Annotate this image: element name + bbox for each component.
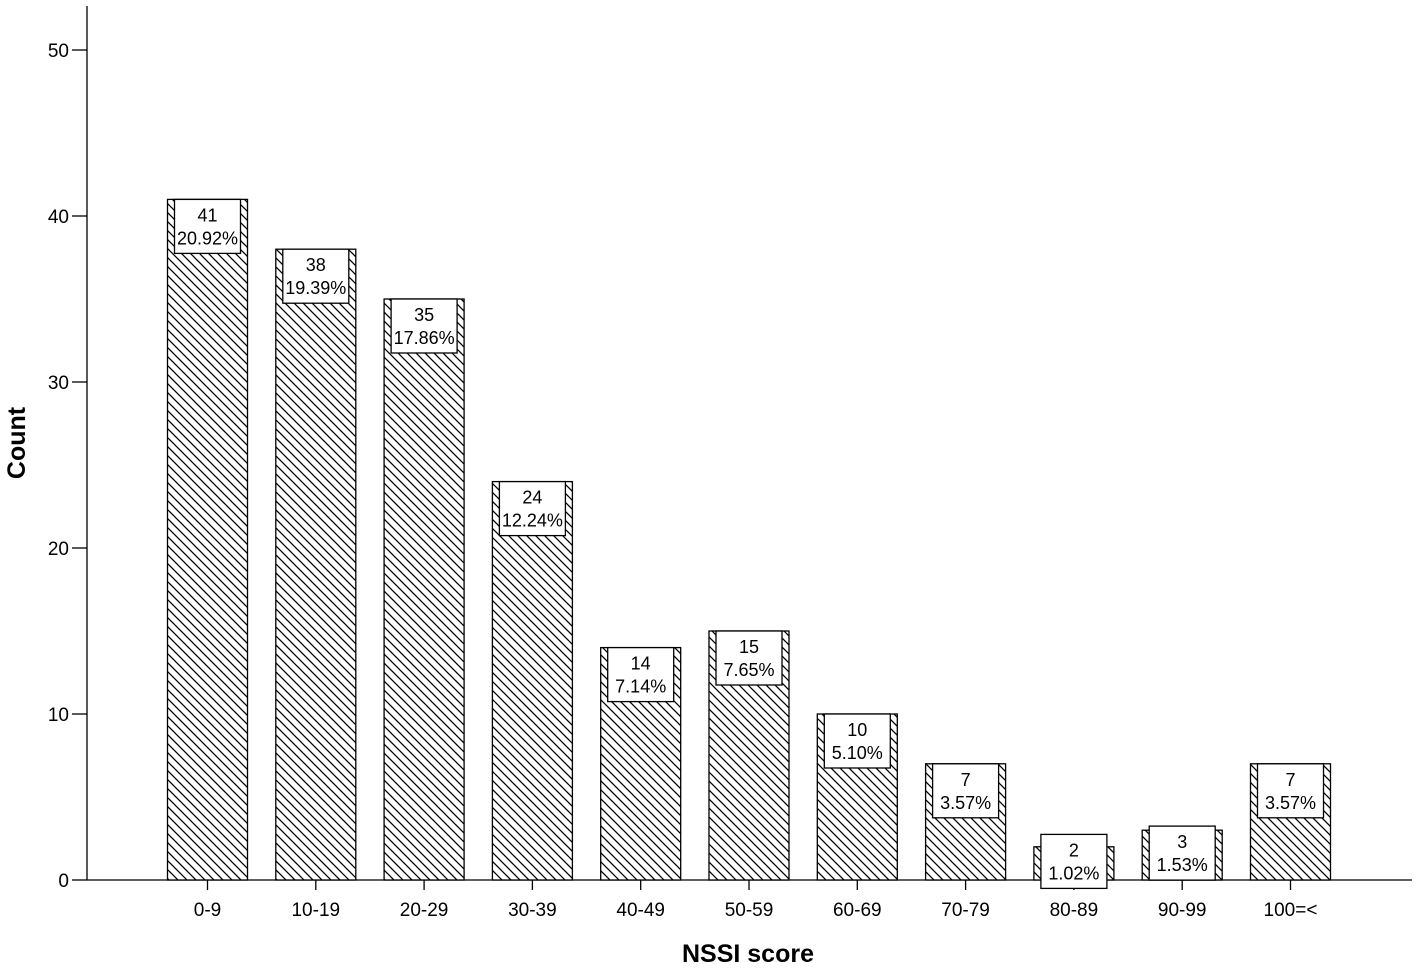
- y-tick-label: 0: [58, 871, 69, 892]
- y-tick-label: 30: [48, 373, 69, 394]
- count-label: 15: [739, 637, 759, 657]
- x-axis-title: NSSI score: [682, 940, 814, 968]
- percent-label: 20.92%: [177, 228, 238, 248]
- bar: [383, 298, 465, 881]
- data-label-box: [282, 248, 350, 304]
- bar: [166, 198, 249, 881]
- data-label-box: [1040, 833, 1108, 890]
- data-label-box: [1256, 763, 1325, 819]
- count-label: 41: [197, 205, 217, 225]
- data-label-box: [715, 630, 783, 686]
- x-tick-label: 80-89: [1050, 900, 1099, 921]
- x-tick-label: 20-29: [400, 900, 449, 921]
- percent-label: 5.10%: [832, 743, 883, 763]
- x-tick-label: 30-39: [508, 900, 557, 921]
- count-label: 35: [414, 305, 434, 325]
- bar: [275, 248, 357, 881]
- count-label: 10: [847, 720, 867, 740]
- y-tick-label: 10: [48, 705, 69, 726]
- percent-label: 19.39%: [285, 278, 346, 298]
- count-label: 38: [306, 255, 326, 275]
- data-label-box: [1148, 825, 1216, 881]
- percent-label: 7.14%: [615, 677, 666, 697]
- percent-label: 1.53%: [1157, 855, 1208, 875]
- count-label: 2: [1069, 840, 1079, 860]
- count-label: 3: [1177, 832, 1187, 852]
- y-axis-title: Count: [3, 406, 31, 479]
- percent-label: 3.57%: [940, 793, 991, 813]
- x-tick-label: 90-99: [1158, 900, 1207, 921]
- data-label-box: [607, 646, 675, 703]
- percent-label: 7.65%: [723, 660, 774, 680]
- x-tick-label: 10-19: [291, 900, 340, 921]
- percent-label: 12.24%: [502, 511, 563, 531]
- count-label: 14: [631, 654, 651, 674]
- x-tick-label: 40-49: [616, 900, 665, 921]
- data-label-box: [173, 198, 242, 255]
- x-tick-label: 0-9: [194, 900, 221, 921]
- x-tick-label: 50-59: [725, 900, 774, 921]
- y-tick-label: 20: [48, 539, 69, 560]
- data-label-box: [390, 298, 458, 354]
- percent-label: 17.86%: [394, 328, 455, 348]
- percent-label: 1.02%: [1048, 863, 1099, 883]
- data-label-box: [823, 713, 891, 769]
- count-label: 24: [522, 488, 542, 508]
- percent-label: 3.57%: [1265, 793, 1316, 813]
- data-label-box: [498, 480, 567, 537]
- x-tick-label: 60-69: [833, 900, 882, 921]
- x-tick-label: 100=<: [1264, 900, 1318, 921]
- count-label: 7: [961, 770, 971, 790]
- y-tick-label: 50: [48, 41, 69, 62]
- x-tick-label: 70-79: [941, 900, 990, 921]
- bar: [491, 480, 574, 881]
- data-label-box: [931, 763, 1000, 819]
- y-tick-label: 40: [48, 207, 69, 228]
- count-label: 7: [1285, 770, 1295, 790]
